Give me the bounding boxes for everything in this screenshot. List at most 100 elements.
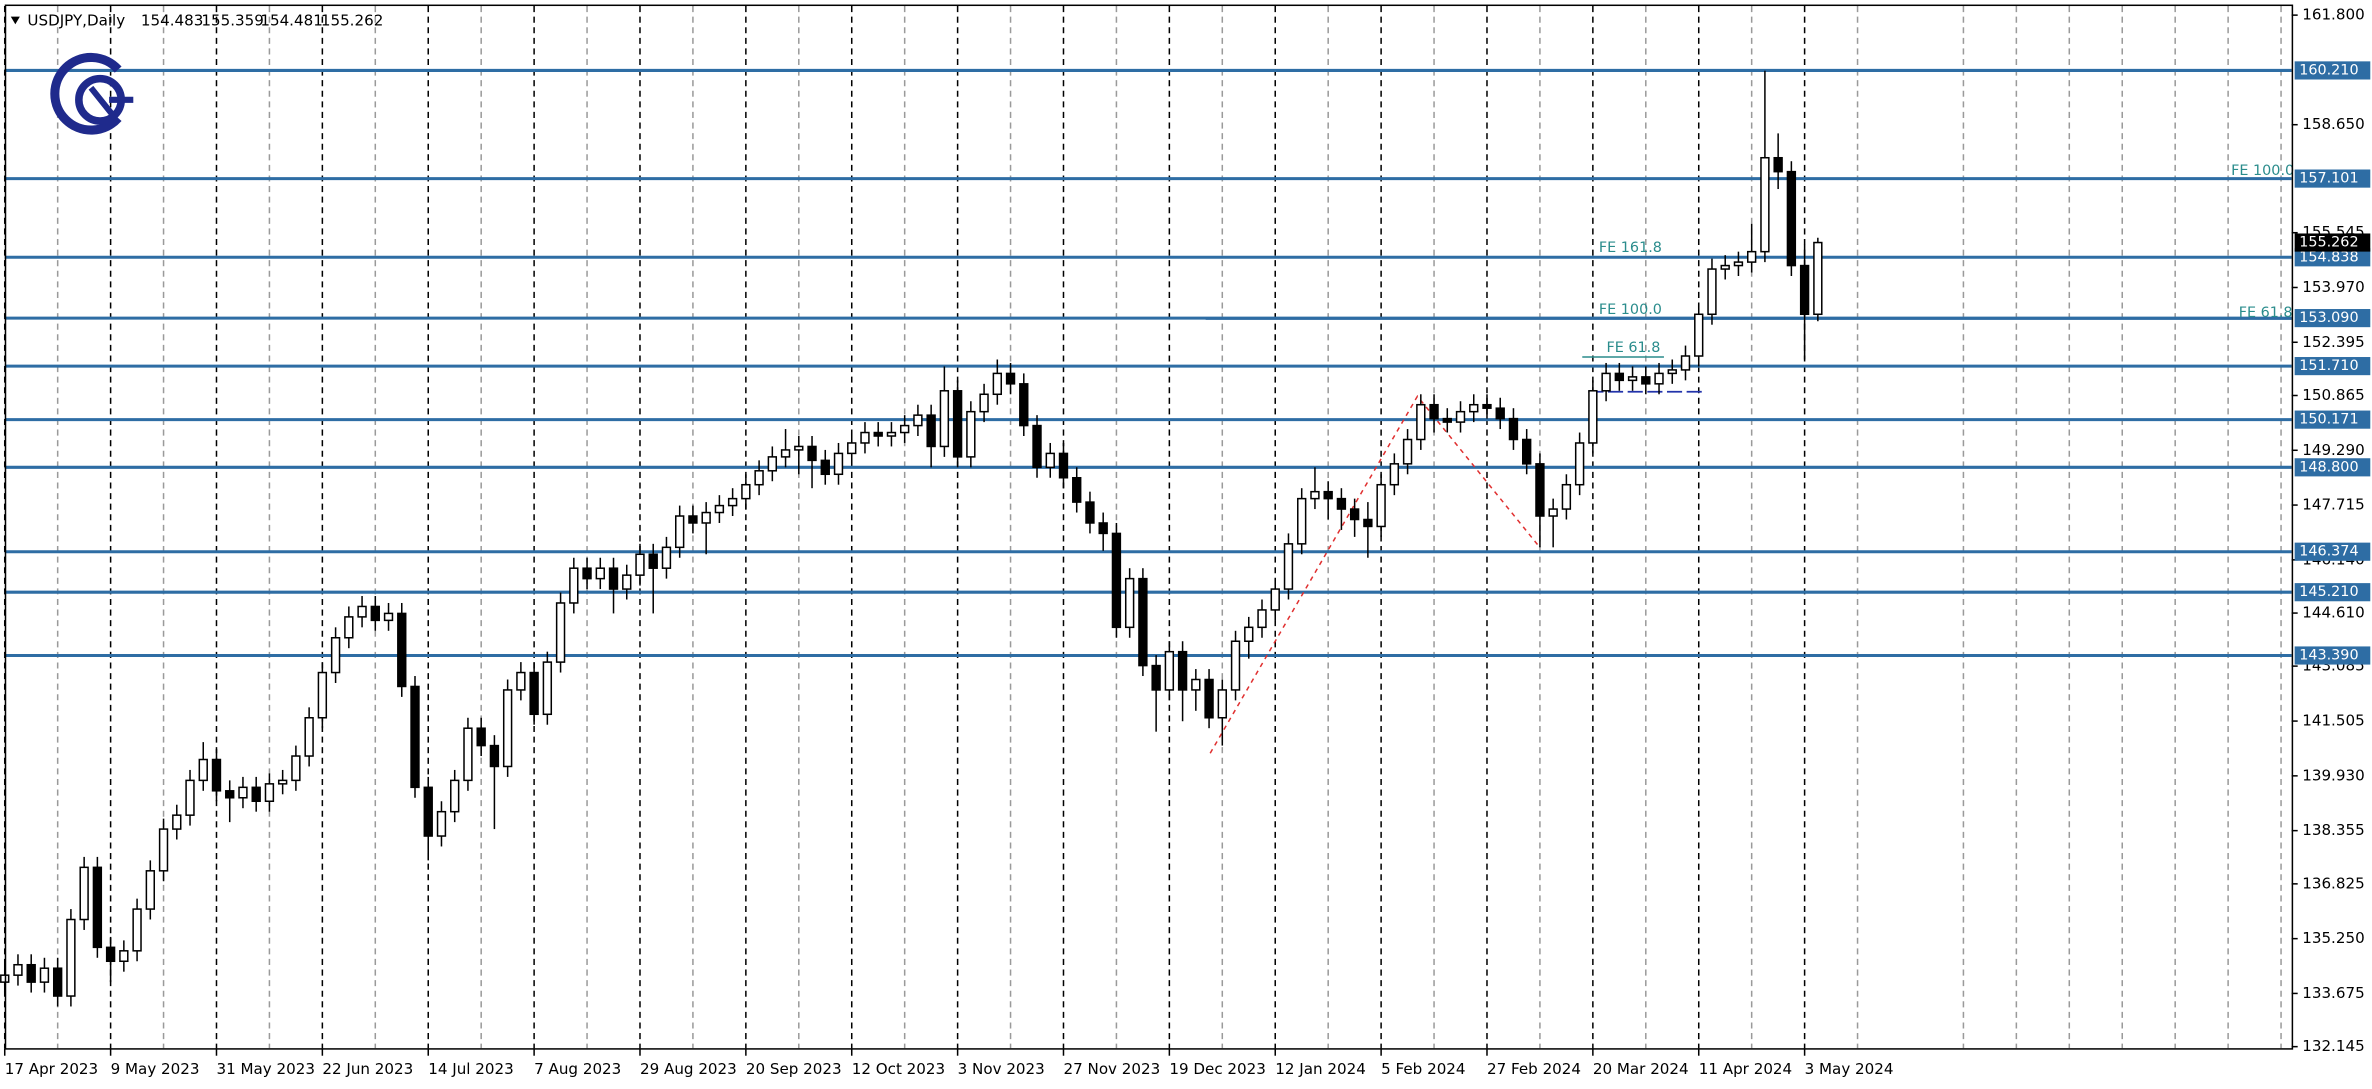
candle-body [635, 553, 645, 576]
candle-body [966, 410, 976, 458]
candle-body [1574, 442, 1585, 486]
y-tick-label: 161.800 [2302, 6, 2364, 24]
candle-body [450, 779, 460, 813]
x-tick-label: 9 May 2023 [111, 1060, 200, 1078]
candle-body [979, 393, 989, 413]
y-tick-label: 149.290 [2302, 441, 2364, 459]
y-tick-label: 153.970 [2302, 278, 2364, 296]
candle-body [939, 390, 950, 448]
candle-body [1019, 383, 1029, 427]
x-tick-label: 31 May 2023 [216, 1060, 315, 1078]
candle-body [529, 671, 539, 716]
level-tag [2294, 410, 2371, 429]
x-tick-label: 20 Mar 2024 [1593, 1060, 1689, 1078]
fe-annotation: FE 61.8 [1606, 340, 1660, 356]
candle-body [516, 671, 526, 691]
candle-body [1654, 372, 1664, 385]
candle-body [1376, 483, 1386, 528]
candle-body [66, 918, 76, 997]
candle-body [1416, 403, 1426, 441]
level-label: 154.838 [2299, 249, 2358, 265]
candle-body [370, 605, 380, 622]
candle-body [436, 810, 447, 837]
candle-body [1799, 264, 1810, 316]
candle-body [1402, 438, 1413, 465]
level-tag [2294, 357, 2371, 376]
candle-body [1111, 532, 1122, 629]
level-tag [2294, 61, 2371, 80]
candle-body [1455, 410, 1466, 423]
candle-body [595, 567, 605, 580]
candle-body [675, 515, 685, 549]
candle-body [1429, 403, 1439, 420]
x-tick-label: 11 Apr 2024 [1699, 1060, 1792, 1078]
candle-body [833, 452, 844, 476]
candle-body [1230, 640, 1241, 691]
level-tag [2294, 542, 2371, 561]
candle-body [1733, 261, 1744, 267]
candle-body [1244, 626, 1254, 642]
candle-body [1601, 372, 1611, 392]
candle-body [727, 497, 738, 507]
candle-body [1495, 407, 1505, 420]
candle-body [555, 602, 566, 663]
candle-body [1813, 241, 1823, 316]
candle-body [1508, 417, 1519, 441]
candle-body [1667, 369, 1677, 375]
header-high: 155.359 [201, 12, 263, 30]
candle-body [741, 483, 751, 500]
candle-body [1336, 497, 1347, 510]
candle-body [1124, 577, 1135, 629]
candle-body [238, 786, 248, 799]
candle-body [13, 963, 23, 976]
x-tick-label: 22 Jun 2023 [322, 1060, 413, 1078]
candle-body [317, 671, 328, 719]
candle-body [357, 605, 367, 618]
candle-body [820, 459, 830, 476]
candle-body [1270, 588, 1280, 611]
candle-body [1085, 501, 1095, 524]
candle-body [1773, 156, 1783, 173]
candle-body [476, 727, 486, 747]
candle-body [344, 616, 354, 639]
candle-body [1588, 390, 1598, 444]
x-tick-label: 5 Feb 2024 [1381, 1060, 1465, 1078]
x-tick-label: 3 May 2024 [1805, 1060, 1894, 1078]
candle-body [1548, 508, 1558, 517]
candle-body [569, 567, 579, 604]
candle-body [410, 685, 420, 789]
level-tag [2294, 169, 2371, 188]
candle-body [1204, 678, 1214, 719]
candle-body [873, 431, 883, 437]
collapse-arrow[interactable] [10, 16, 20, 25]
candle-body [952, 390, 963, 458]
candle-body [1005, 372, 1016, 385]
level-label: 151.710 [2299, 358, 2358, 374]
candle-body [1760, 156, 1770, 253]
x-tick-label: 12 Jan 2024 [1275, 1060, 1366, 1078]
level-label: 153.090 [2299, 310, 2358, 326]
candle-body [1363, 518, 1373, 528]
fe-annotation: FE 61.8 [2239, 305, 2293, 321]
x-tick-label: 29 Aug 2023 [640, 1060, 737, 1078]
candle-body [847, 442, 857, 455]
x-tick-label: 7 Aug 2023 [534, 1060, 621, 1078]
candle-body [158, 828, 169, 872]
candle-body [397, 612, 407, 688]
fe-annotation: FE 100.0 [2231, 163, 2294, 179]
x-tick-label: 17 Apr 2023 [5, 1060, 98, 1078]
price-label: 155.262 [2299, 235, 2358, 251]
plot-frame [4, 4, 2294, 1050]
candle-body [780, 449, 791, 458]
candle-body [794, 445, 804, 451]
x-tick-label: 12 Oct 2023 [852, 1060, 945, 1078]
candle-body [767, 456, 778, 472]
x-tick-label: 14 Jul 2023 [428, 1060, 514, 1078]
level-tag [2294, 248, 2371, 267]
candle-body [1720, 264, 1730, 270]
candle-body [701, 511, 711, 524]
candle-body [1786, 170, 1797, 267]
x-tick-label: 19 Dec 2023 [1169, 1060, 1266, 1078]
